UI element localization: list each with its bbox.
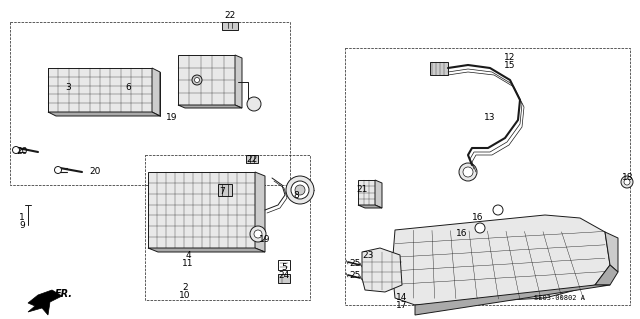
Text: 12: 12 — [504, 54, 516, 63]
Circle shape — [250, 226, 266, 242]
Circle shape — [247, 97, 261, 111]
Circle shape — [192, 75, 202, 85]
Text: 25: 25 — [349, 271, 361, 279]
Circle shape — [493, 205, 503, 215]
Text: 18: 18 — [622, 174, 634, 182]
Polygon shape — [152, 68, 160, 116]
Text: 16: 16 — [456, 228, 468, 238]
Text: 4: 4 — [185, 250, 191, 259]
Text: 20: 20 — [90, 167, 100, 176]
Polygon shape — [28, 290, 62, 315]
Circle shape — [621, 176, 633, 188]
Text: 11: 11 — [182, 258, 194, 268]
Circle shape — [195, 78, 200, 83]
Polygon shape — [218, 184, 232, 196]
Text: SE03-00802 A: SE03-00802 A — [534, 295, 586, 301]
Text: 23: 23 — [362, 250, 374, 259]
Text: 2: 2 — [182, 284, 188, 293]
Circle shape — [254, 230, 262, 238]
Polygon shape — [148, 172, 255, 248]
Text: 8: 8 — [293, 190, 299, 199]
Text: 21: 21 — [356, 186, 368, 195]
Polygon shape — [358, 180, 375, 205]
Text: 5: 5 — [281, 263, 287, 272]
Polygon shape — [255, 172, 265, 252]
Polygon shape — [278, 260, 290, 270]
Polygon shape — [246, 155, 258, 163]
Circle shape — [54, 167, 61, 174]
Text: 3: 3 — [65, 84, 71, 93]
Polygon shape — [48, 68, 152, 112]
Polygon shape — [415, 285, 610, 315]
Polygon shape — [48, 112, 160, 116]
Text: 24: 24 — [278, 271, 290, 280]
Circle shape — [475, 223, 485, 233]
Polygon shape — [358, 205, 382, 208]
Text: 19: 19 — [259, 235, 271, 244]
Text: 22: 22 — [225, 11, 236, 19]
Polygon shape — [222, 22, 238, 30]
Circle shape — [286, 176, 314, 204]
Circle shape — [295, 185, 305, 195]
Circle shape — [624, 179, 630, 185]
Polygon shape — [430, 62, 448, 75]
Polygon shape — [178, 55, 235, 105]
Text: 22: 22 — [246, 155, 258, 165]
Text: 1: 1 — [19, 213, 25, 222]
Text: 13: 13 — [484, 114, 496, 122]
Text: FR.: FR. — [55, 289, 73, 299]
Polygon shape — [362, 248, 402, 292]
Circle shape — [459, 163, 477, 181]
Text: 17: 17 — [396, 301, 408, 310]
Polygon shape — [178, 105, 242, 108]
Text: 14: 14 — [396, 293, 408, 302]
Text: 15: 15 — [504, 62, 516, 70]
Circle shape — [463, 167, 473, 177]
Text: 9: 9 — [19, 221, 25, 231]
Polygon shape — [148, 248, 265, 252]
Circle shape — [13, 146, 19, 153]
Polygon shape — [235, 55, 242, 108]
Polygon shape — [595, 265, 618, 285]
Text: 7: 7 — [219, 188, 225, 197]
Text: 10: 10 — [179, 292, 191, 300]
Text: 20: 20 — [16, 147, 28, 157]
Polygon shape — [392, 215, 610, 305]
Text: 25: 25 — [349, 258, 361, 268]
Polygon shape — [375, 180, 382, 208]
Circle shape — [291, 181, 309, 199]
Text: 19: 19 — [166, 113, 178, 122]
Text: 6: 6 — [125, 84, 131, 93]
Polygon shape — [278, 274, 290, 283]
Text: 16: 16 — [472, 213, 484, 222]
Polygon shape — [605, 232, 618, 272]
